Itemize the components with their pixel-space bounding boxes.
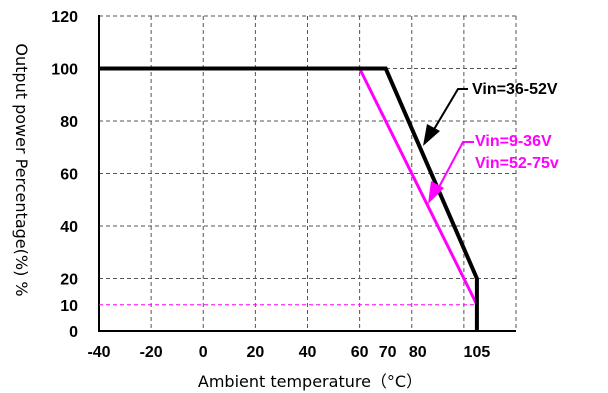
series bbox=[99, 66, 479, 331]
annotation-label-1: Vin=36-52V bbox=[472, 81, 558, 98]
y-tick-labels: 0 10 20 40 60 80 100 120 bbox=[51, 9, 78, 341]
y-tick-label: 10 bbox=[60, 298, 78, 315]
x-tick-label: 80 bbox=[409, 344, 427, 361]
y-tick-label: 40 bbox=[60, 219, 78, 236]
grid bbox=[99, 15, 517, 331]
y-axis-title: Output power Percentage(%) % bbox=[12, 43, 31, 296]
annotation-label-3: Vin=52-75v bbox=[475, 155, 559, 172]
annotation-arrow-2 bbox=[428, 181, 444, 204]
x-tick-label: -20 bbox=[140, 344, 163, 361]
x-tick-labels: -40 -20 0 20 40 60 70 80 105 bbox=[87, 344, 490, 361]
annotation-label-2: Vin=9-36V bbox=[475, 133, 552, 150]
x-tick-label: 40 bbox=[299, 344, 317, 361]
series-line-2 bbox=[358, 67, 479, 306]
x-tick-label: 70 bbox=[379, 344, 397, 361]
series-line-1 bbox=[99, 66, 479, 331]
annotation-leader-2 bbox=[437, 141, 474, 190]
x-tick-label: 60 bbox=[351, 344, 369, 361]
x-tick-label: 0 bbox=[199, 344, 208, 361]
annotation-leader-1 bbox=[432, 88, 468, 132]
y-tick-label: 60 bbox=[60, 167, 78, 184]
y-tick-label: 20 bbox=[60, 272, 78, 289]
annotations: Vin=36-52V Vin=9-36V Vin=52-75v bbox=[423, 81, 559, 204]
x-tick-label: 20 bbox=[246, 344, 264, 361]
y-tick-label: 0 bbox=[69, 324, 78, 341]
x-axis-title: Ambient temperature（°C） bbox=[198, 372, 422, 391]
y-tick-label: 80 bbox=[60, 114, 78, 131]
x-tick-label: 105 bbox=[464, 344, 491, 361]
annotation-arrow-1 bbox=[423, 124, 440, 146]
y-tick-label: 120 bbox=[51, 9, 78, 26]
y-tick-label: 100 bbox=[51, 62, 78, 79]
x-tick-label: -40 bbox=[87, 344, 110, 361]
